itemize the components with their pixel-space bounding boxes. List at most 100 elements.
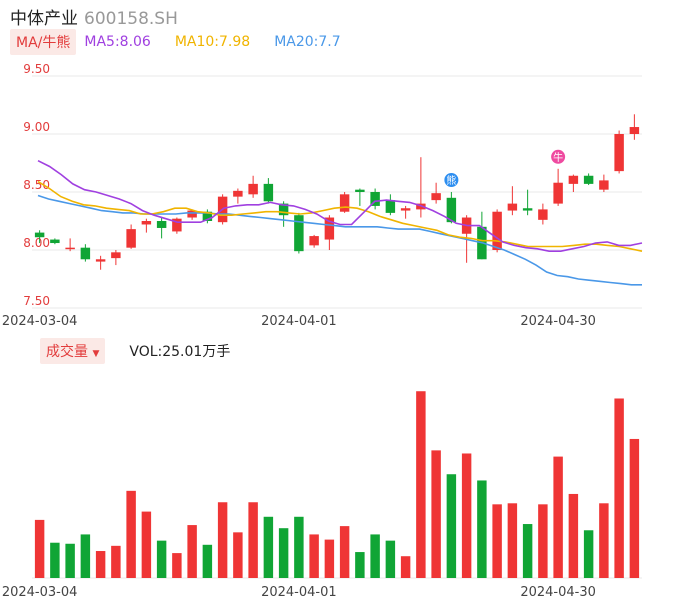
- candle-body: [263, 183, 274, 202]
- ma-legend: MA/牛熊 MA5:8.06 MA10:7.98 MA20:7.7: [10, 29, 365, 55]
- volume-bar: [431, 450, 441, 578]
- candle-body: [309, 236, 319, 246]
- candle-body: [614, 134, 624, 172]
- candle-body: [599, 180, 609, 190]
- volume-bar: [156, 540, 167, 578]
- ma-mode-selector[interactable]: MA/牛熊: [10, 29, 77, 55]
- volume-bar: [553, 456, 563, 578]
- volume-indicator-label: 成交量: [46, 344, 88, 360]
- candle-body: [370, 192, 380, 206]
- volume-bar: [583, 530, 594, 578]
- candle-body: [431, 193, 441, 201]
- volume-bar: [141, 511, 152, 578]
- volume-bar: [217, 502, 228, 578]
- volume-bar: [248, 502, 258, 578]
- volume-bar: [95, 551, 106, 578]
- volume-bar: [233, 532, 243, 578]
- volume-bar: [568, 493, 579, 578]
- x-tick-label: 2024-04-30: [520, 314, 596, 329]
- volume-bar: [614, 398, 624, 578]
- candle-body: [50, 239, 60, 244]
- volume-bar: [507, 503, 518, 578]
- candle-body: [34, 232, 45, 238]
- candle-body: [568, 175, 579, 184]
- ma20-legend: MA20:7.7: [274, 34, 341, 50]
- volume-bar: [65, 543, 75, 578]
- volume-bar: [477, 480, 487, 578]
- volume-bar: [202, 544, 213, 578]
- volume-bar: [416, 391, 426, 578]
- volume-bar: [339, 526, 350, 578]
- candle-body: [522, 208, 533, 211]
- signal-marker-icon: [549, 147, 568, 166]
- y-tick-label: 7.50: [23, 294, 50, 308]
- volume-bar: [538, 504, 548, 578]
- candle-body: [233, 190, 243, 197]
- volume-bar: [324, 539, 335, 578]
- candle-body: [278, 203, 289, 216]
- volume-bar: [34, 519, 45, 578]
- volume-bar: [111, 545, 121, 578]
- y-tick-label: 9.00: [23, 120, 50, 134]
- stock-header: 中体产业 600158.SH: [10, 4, 178, 29]
- candle-body: [294, 215, 304, 252]
- candle-body: [629, 127, 640, 134]
- candle-body: [446, 197, 457, 223]
- volume-bar: [172, 553, 182, 578]
- candle-body: [538, 209, 548, 220]
- volume-bar: [629, 438, 640, 578]
- candle-body: [65, 247, 75, 250]
- volume-bar: [355, 552, 365, 578]
- caret-down-icon: ▼: [92, 349, 100, 359]
- stock-name: 中体产业: [10, 9, 78, 29]
- candle-body: [95, 259, 106, 262]
- candle-body: [187, 210, 197, 218]
- signal-marker-label: 牛: [553, 151, 563, 164]
- volume-bar: [294, 516, 304, 578]
- x-tick-label: 2024-04-30: [520, 585, 596, 600]
- y-tick-label: 8.00: [23, 236, 50, 250]
- volume-bar: [50, 542, 60, 578]
- volume-bar: [385, 540, 396, 578]
- y-tick-label: 9.50: [23, 62, 50, 76]
- x-tick-label: 2024-04-01: [261, 314, 337, 329]
- x-tick-label: 2024-04-01: [261, 585, 337, 600]
- candle-body: [492, 211, 502, 250]
- candle-body: [156, 221, 167, 228]
- volume-bar: [446, 474, 457, 578]
- volume-bar: [492, 504, 502, 578]
- candle-body: [202, 211, 213, 221]
- ma10-legend: MA10:7.98: [174, 34, 251, 50]
- volume-indicator-selector[interactable]: 成交量 ▼: [40, 338, 106, 364]
- candle-body: [324, 217, 335, 240]
- candle-body: [248, 183, 258, 195]
- stock-code: 600158.SH: [84, 9, 178, 29]
- volume-legend: 成交量 ▼ VOL:25.01万手: [40, 338, 231, 364]
- candle-body: [80, 247, 91, 260]
- candle-body: [507, 203, 518, 211]
- candle-body: [111, 252, 121, 259]
- ma5-legend: MA5:8.06: [84, 34, 151, 50]
- x-tick-label: 2024-03-04: [2, 314, 78, 329]
- volume-bar: [309, 534, 319, 578]
- candle-body: [400, 208, 411, 211]
- volume-bar: [522, 524, 533, 578]
- volume-bar: [80, 534, 91, 578]
- volume-bar: [263, 516, 274, 578]
- candle-body: [355, 189, 365, 192]
- candle-body: [172, 218, 182, 232]
- volume-value: VOL:25.01万手: [129, 344, 231, 360]
- candle-body: [141, 221, 152, 225]
- volume-bar: [461, 453, 472, 578]
- signal-marker-icon: [442, 171, 461, 189]
- candle-body: [385, 200, 396, 213]
- signal-marker-label: 熊: [446, 174, 456, 187]
- candle-body: [553, 182, 563, 204]
- volume-bar: [126, 490, 136, 578]
- volume-bar: [400, 556, 411, 578]
- volume-bar: [278, 528, 289, 578]
- ma5-line: [37, 159, 643, 252]
- y-tick-label: 8.50: [23, 178, 50, 192]
- volume-bar: [187, 525, 197, 578]
